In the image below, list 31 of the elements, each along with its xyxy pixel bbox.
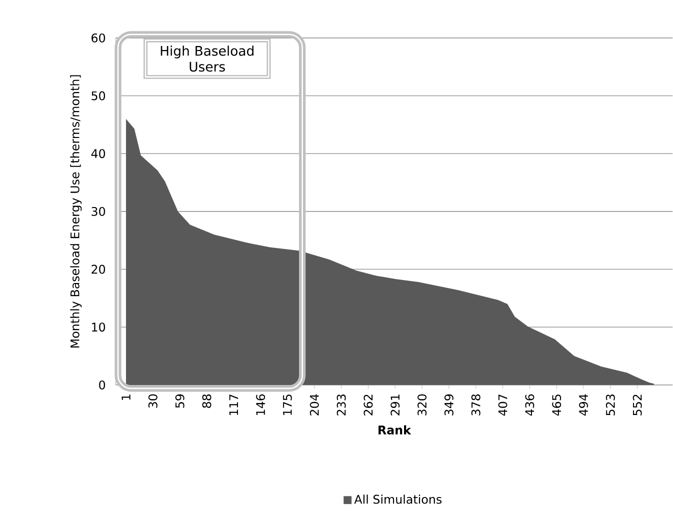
y-tick-label: 0	[99, 380, 106, 390]
y-tick-label: 40	[91, 149, 106, 158]
x-tick-label: 378	[471, 394, 480, 416]
x-tick-label: 1	[122, 394, 130, 400]
x-tick-label: 233	[336, 394, 346, 416]
y-tick-label: 20	[92, 265, 106, 274]
y-tick-label: 60	[92, 34, 106, 43]
x-tick-label: 552	[632, 395, 642, 416]
y-axis-title: Monthly Baseload Energy Use [therms/month]	[70, 75, 82, 348]
x-tick-label: 494	[579, 394, 588, 416]
x-axis-title: Rank	[378, 426, 412, 435]
x-tick-label: 407	[498, 394, 508, 416]
x-tick-label: 320	[418, 394, 427, 416]
x-tick-label: 117	[229, 394, 238, 416]
x-tick-label: 349	[444, 394, 454, 416]
x-tick-label: 88	[202, 394, 212, 408]
x-tick-label: 262	[364, 395, 373, 416]
x-tick-label: 175	[283, 394, 292, 416]
x-tick-label: 146	[256, 394, 266, 416]
annotation: High Baseload Users	[160, 46, 254, 72]
y-tick-label: 30	[92, 207, 106, 216]
x-tick-label: 291	[390, 394, 400, 416]
legend-label: All Simulations	[354, 494, 442, 504]
x-tick-label: 204	[310, 394, 319, 416]
y-tick-label: 50	[92, 92, 106, 101]
x-tick-label: 59	[175, 394, 184, 408]
y-tick-label: 10	[92, 322, 106, 332]
x-tick-label: 465	[552, 394, 562, 416]
x-tick-label: 523	[606, 394, 615, 416]
x-tick-label: 436	[525, 394, 534, 416]
x-tick-label: 30	[148, 394, 158, 408]
